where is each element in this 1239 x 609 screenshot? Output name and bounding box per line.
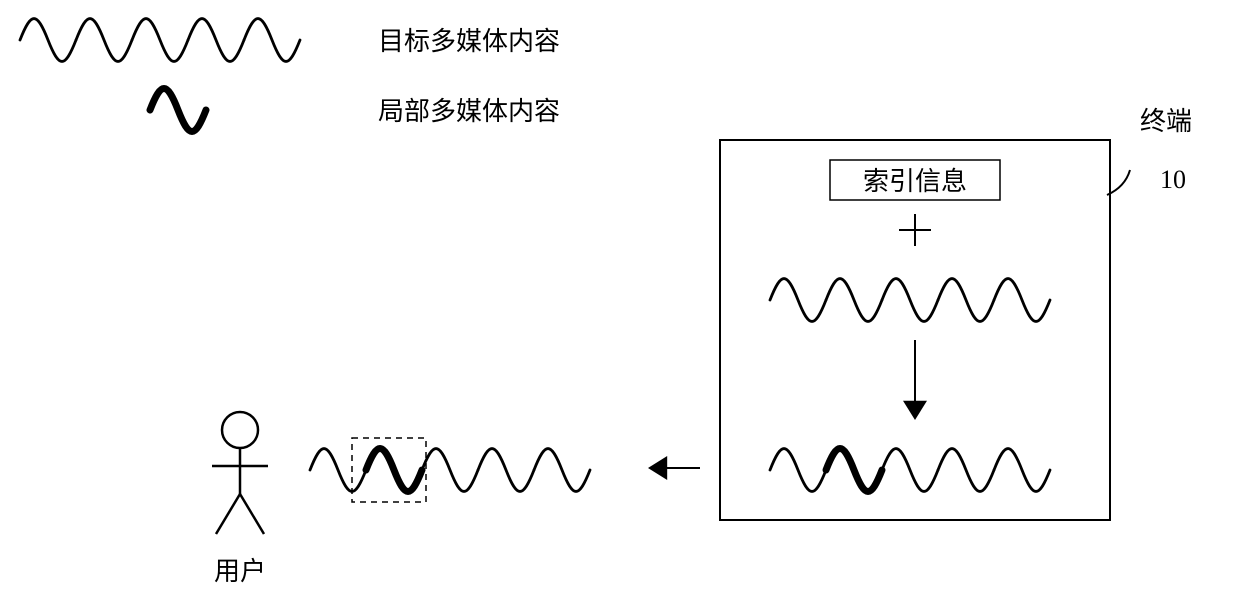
user-label: 用户 xyxy=(214,557,266,586)
wave-hump xyxy=(132,19,188,62)
user-icon xyxy=(222,412,258,448)
wave-hump xyxy=(534,449,590,492)
wave-hump-bold xyxy=(150,89,206,132)
arrow-left-head xyxy=(648,456,667,480)
terminal-id-label: 10 xyxy=(1160,165,1186,194)
user-icon xyxy=(240,494,264,534)
diagram-canvas: 目标多媒体内容局部多媒体内容 终端 10 索引信息用户 xyxy=(0,0,1239,609)
wave-hump xyxy=(478,449,534,492)
wave-hump xyxy=(20,19,76,62)
wave-hump xyxy=(76,19,132,62)
index-info-label: 索引信息 xyxy=(863,167,967,196)
wave-hump xyxy=(310,449,366,492)
terminal-label: 终端 xyxy=(1140,107,1192,136)
wave-hump-bold xyxy=(366,449,422,492)
legend-target-label: 目标多媒体内容 xyxy=(378,27,560,56)
wave-hump xyxy=(244,19,300,62)
legend-partial-label: 局部多媒体内容 xyxy=(378,97,560,126)
wave-hump xyxy=(422,449,478,492)
user-icon xyxy=(216,494,240,534)
wave-hump xyxy=(188,19,244,62)
